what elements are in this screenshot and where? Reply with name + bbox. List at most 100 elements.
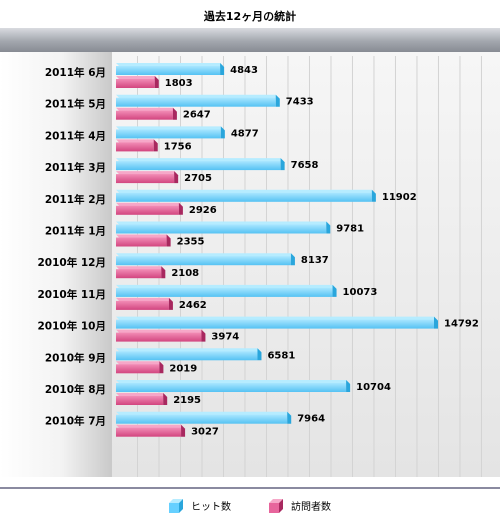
grid-lines [136, 56, 482, 477]
bar-visitors-side [178, 202, 183, 215]
bar-hits [116, 161, 281, 171]
bar-hits [116, 414, 288, 424]
value-label-visitors: 2195 [173, 395, 201, 406]
bar-hits-side [287, 411, 292, 424]
bar-hits [116, 192, 372, 202]
value-label-hits: 11902 [382, 192, 417, 203]
value-label-visitors: 1756 [164, 141, 192, 152]
category-group: 2010年 7月 7964 3027 [45, 411, 325, 438]
legend-item-visitors: 訪問者数 [269, 498, 331, 513]
category-group: 2011年 6月 4843 1803 [45, 63, 258, 89]
bar-visitors-side [163, 393, 168, 405]
category-group: 2011年 4月 4877 1756 [45, 126, 259, 152]
bar-visitors [116, 332, 202, 342]
category-group: 2011年 3月 7658 2705 [45, 158, 319, 184]
bar-hits [116, 129, 221, 139]
bar-visitors [116, 110, 173, 120]
category-label: 2011年 5月 [45, 98, 106, 111]
bar-hits-side [220, 63, 225, 75]
legend: ヒット数 訪問者数 [0, 489, 500, 522]
bar-visitors [116, 300, 169, 310]
value-label-hits: 6581 [267, 350, 295, 361]
value-label-visitors: 2355 [177, 237, 205, 248]
bar-hits-side [371, 189, 376, 202]
value-label-hits: 14792 [444, 319, 479, 330]
bar-hits-side [326, 221, 331, 234]
bar-visitors-side [201, 329, 206, 342]
legend-divider [0, 487, 500, 489]
category-label: 2010年 9月 [45, 351, 106, 364]
bar-hits-side [257, 348, 262, 361]
category-label: 2010年 8月 [45, 383, 106, 396]
bar-visitors [116, 205, 179, 215]
bar-visitors [116, 269, 162, 279]
value-label-hits: 7964 [297, 414, 325, 425]
legend-item-hits: ヒット数 [169, 498, 231, 513]
bar-hits [116, 97, 276, 107]
bar-visitors-top [116, 107, 177, 112]
chart-title: 過去12ヶ月の統計 [203, 10, 297, 23]
bar-hits [116, 383, 347, 392]
category-group: 2011年 1月 9781 2355 [45, 221, 364, 248]
value-label-visitors: 3974 [211, 332, 239, 343]
bar-visitors-side [172, 107, 177, 120]
category-label: 2011年 3月 [45, 161, 106, 174]
bar-visitors-side [166, 234, 171, 247]
legend-swatch-hits [169, 498, 183, 513]
bar-hits-top [116, 94, 280, 99]
bar-visitors-side [181, 424, 186, 437]
bar-hits-side [290, 253, 295, 266]
bar-visitors [116, 79, 155, 88]
bar-hits-side [280, 158, 285, 171]
bar-visitors [116, 396, 164, 405]
value-label-hits: 9781 [336, 224, 364, 235]
bar-hits-side [275, 94, 280, 107]
bar-visitors-top [116, 139, 158, 144]
category-group: 2010年 11月 10073 2462 [38, 284, 378, 311]
bar-hits-side [346, 380, 351, 392]
value-label-visitors: 2705 [184, 173, 212, 184]
value-label-visitors: 3027 [191, 427, 219, 438]
category-label: 2010年 12月 [38, 256, 107, 269]
bar-hits-side [332, 284, 337, 297]
category-group: 2011年 5月 7433 2647 [45, 94, 314, 121]
bar-visitors-side [154, 76, 159, 88]
bar-hits [116, 287, 333, 297]
value-label-visitors: 2926 [189, 205, 217, 216]
bar-chart: 2011年 6月 4843 1803 2011年 5月 7433 2647 2011年 4月… [38, 52, 500, 477]
value-label-hits: 4843 [230, 65, 258, 76]
category-label: 2010年 7月 [45, 415, 106, 428]
category-group: 2010年 8月 10704 2195 [45, 380, 391, 406]
value-label-visitors: 2019 [169, 363, 197, 374]
bar-hits-top [116, 126, 225, 131]
category-label: 2011年 2月 [45, 193, 106, 206]
category-label: 2010年 11月 [38, 288, 107, 301]
bar-visitors [116, 174, 175, 184]
legend-swatch-visitors [269, 498, 283, 513]
category-label-panel [0, 52, 112, 477]
bar-visitors-side [174, 171, 179, 184]
bar-hits-side [434, 316, 438, 329]
bar-visitors [116, 427, 182, 437]
value-label-visitors: 2462 [179, 300, 207, 311]
bar-visitors-side [153, 139, 158, 152]
bar-visitors [116, 237, 167, 247]
category-label: 2011年 4月 [45, 129, 106, 142]
bar-hits [116, 66, 221, 75]
category-group: 2010年 10月 14792 3974 [38, 316, 479, 343]
bar-hits [116, 224, 327, 234]
category-group: 2010年 12月 8137 2108 [38, 253, 329, 279]
bar-visitors-side [161, 266, 166, 279]
bar-visitors-side [159, 361, 164, 374]
bar-hits [116, 351, 258, 361]
value-label-visitors: 2108 [171, 268, 199, 279]
value-label-hits: 10073 [343, 287, 378, 298]
category-label: 2011年 6月 [45, 66, 106, 79]
category-label: 2011年 1月 [45, 225, 106, 238]
value-label-visitors: 1803 [165, 78, 193, 89]
bar-visitors-side [168, 297, 173, 310]
value-label-hits: 7658 [291, 160, 319, 171]
value-label-hits: 8137 [301, 255, 329, 266]
value-label-visitors: 2647 [183, 110, 211, 121]
value-label-hits: 7433 [286, 97, 314, 108]
